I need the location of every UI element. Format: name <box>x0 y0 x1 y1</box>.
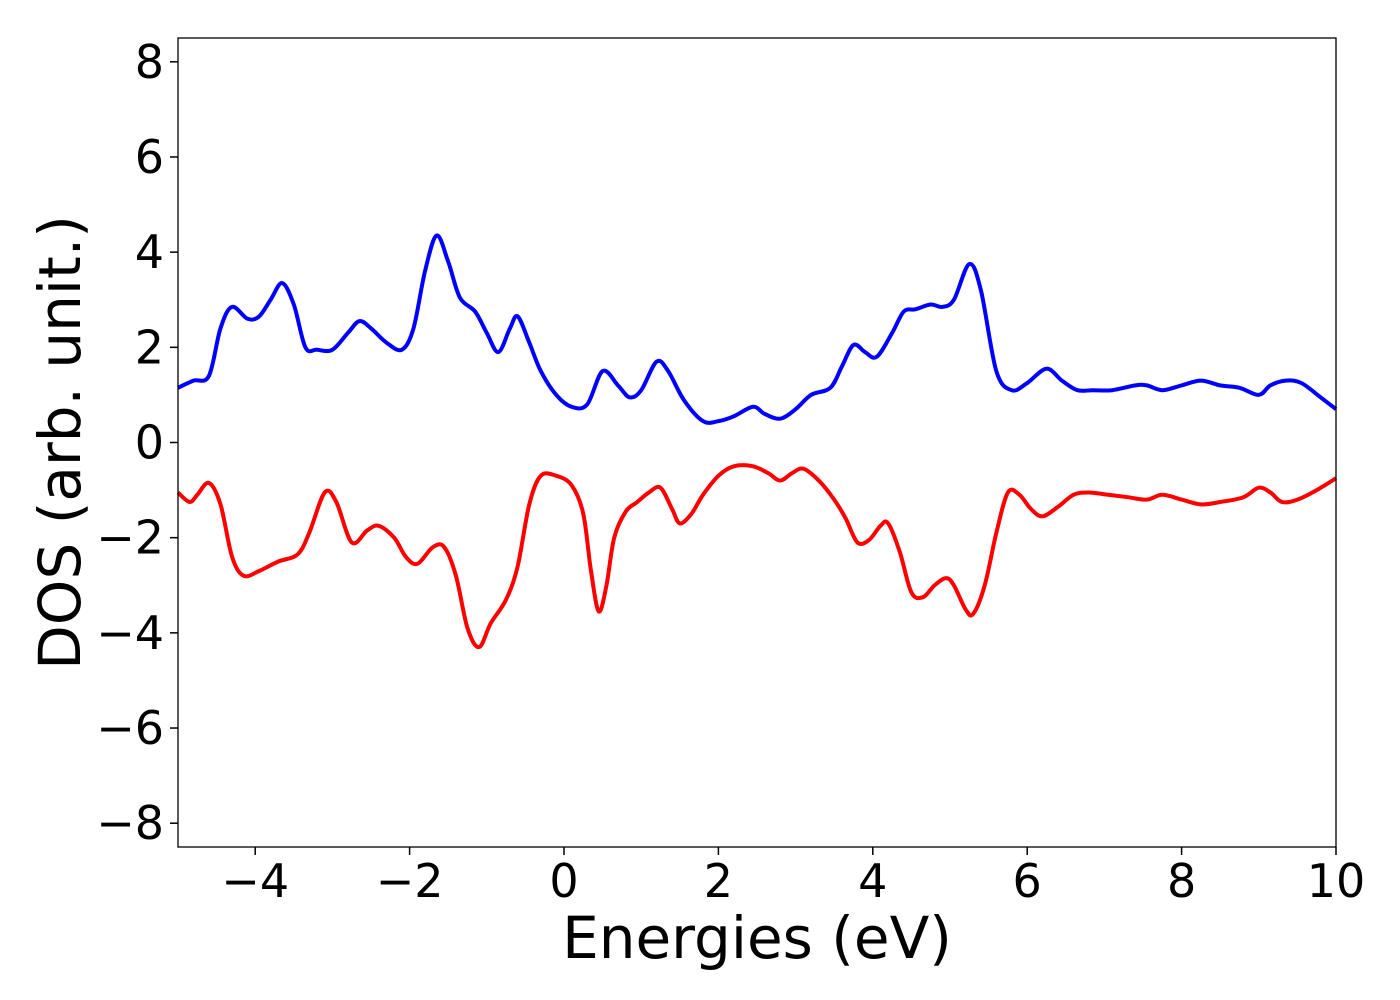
x-tick-label: −2 <box>376 854 444 908</box>
y-tick-label: −4 <box>96 606 164 660</box>
x-tick-label: 8 <box>1167 854 1196 908</box>
y-tick-label: 4 <box>135 225 164 279</box>
series-layer <box>176 233 1338 650</box>
plot-frame <box>177 37 1337 848</box>
y-axis: −8 −6 −4 −2 0 2 4 6 8 <box>96 35 178 850</box>
y-tick-label: 6 <box>135 130 164 184</box>
series-line-2 <box>176 463 1338 650</box>
x-tick-label: 10 <box>1307 854 1366 908</box>
x-tick-label: 4 <box>858 854 887 908</box>
x-tick-label: 6 <box>1013 854 1042 908</box>
x-axis: −4 −2 0 2 4 6 8 10 <box>221 847 1365 908</box>
x-axis-title: Energies (eV) <box>562 904 952 972</box>
y-tick-label: 8 <box>135 35 164 89</box>
series-line-1 <box>177 233 1338 425</box>
y-tick-label: 2 <box>135 320 164 374</box>
y-tick-label: 0 <box>135 416 164 470</box>
x-tick-label: −4 <box>221 854 289 908</box>
x-tick-label: 2 <box>704 854 733 908</box>
y-tick-label: −8 <box>96 796 164 850</box>
y-tick-label: −6 <box>96 701 164 755</box>
y-axis-title: DOS (arb. unit.) <box>26 215 94 670</box>
y-tick-label: −2 <box>96 511 164 565</box>
x-tick-label: 0 <box>549 854 578 908</box>
